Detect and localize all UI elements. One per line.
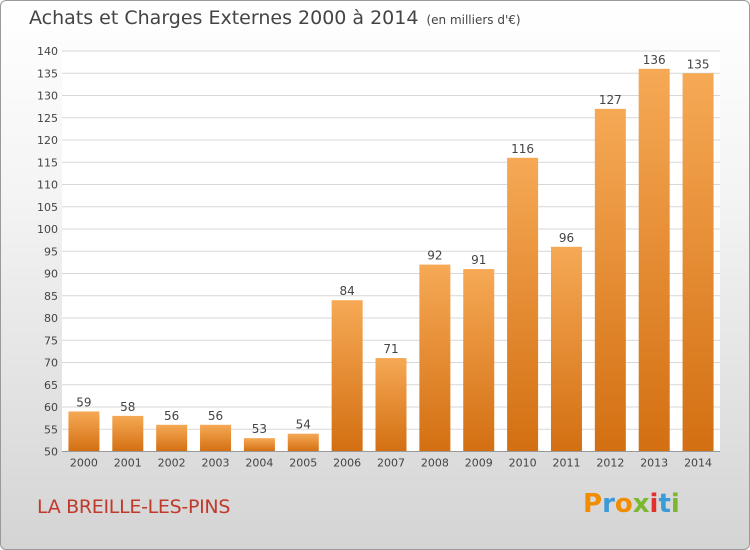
x-tick-label: 2014 — [684, 457, 712, 470]
y-tick-label: 140 — [37, 45, 58, 58]
city-name: LA BREILLE-LES-PINS — [37, 496, 231, 518]
x-tick-label: 2013 — [640, 457, 668, 470]
x-tick-label: 2005 — [289, 457, 317, 470]
logo-letter: i — [649, 489, 659, 519]
value-label: 59 — [76, 395, 91, 409]
value-label: 92 — [427, 249, 442, 263]
bar-2010[interactable] — [507, 157, 539, 452]
bar-2005[interactable] — [287, 433, 319, 452]
y-tick-label: 90 — [44, 268, 58, 281]
title-text: Achats et Charges Externes 2000 à 2014 — [29, 7, 419, 29]
y-tick-label: 95 — [44, 245, 58, 258]
value-label: 96 — [559, 231, 574, 245]
value-label: 116 — [511, 142, 534, 156]
value-label: 56 — [164, 409, 179, 423]
logo-letter: r — [602, 489, 615, 519]
value-label: 84 — [339, 284, 354, 298]
x-tick-label: 2011 — [552, 457, 580, 470]
y-tick-label: 60 — [44, 401, 58, 414]
bar-2009[interactable] — [463, 269, 495, 452]
y-tick-label: 65 — [44, 379, 58, 392]
unit-label: (en milliers d'€) — [426, 13, 521, 27]
value-label: 91 — [471, 253, 486, 267]
bar-2003[interactable] — [200, 424, 232, 452]
value-label: 127 — [599, 93, 622, 107]
y-tick-label: 80 — [44, 312, 58, 325]
x-tick-label: 2004 — [245, 457, 273, 470]
value-label: 54 — [296, 418, 311, 432]
x-tick-label: 2012 — [596, 457, 624, 470]
y-tick-label: 55 — [44, 423, 58, 436]
y-tick-label: 130 — [37, 90, 58, 103]
y-tick-label: 125 — [37, 112, 58, 125]
bar-2011[interactable] — [550, 246, 582, 452]
y-tick-label: 100 — [37, 223, 58, 236]
y-tick-label: 75 — [44, 334, 58, 347]
value-label: 135 — [687, 57, 710, 71]
bar-2012[interactable] — [594, 108, 626, 452]
y-tick-label: 135 — [37, 67, 58, 80]
chart-title: Achats et Charges Externes 2000 à 2014 (e… — [29, 7, 521, 29]
y-tick-label: 105 — [37, 201, 58, 214]
x-tick-label: 2006 — [333, 457, 361, 470]
x-tick-label: 2001 — [114, 457, 142, 470]
y-tick-label: 70 — [44, 357, 58, 370]
proxiti-logo[interactable]: Proxiti — [583, 489, 680, 519]
bar-2006[interactable] — [331, 300, 363, 452]
value-label: 58 — [120, 400, 135, 414]
y-axis-labels: 50 55 60 65 70 75 80 85 90 95 100 105 110 115 120 125 13… — [37, 45, 58, 459]
logo-letter: x — [632, 489, 650, 519]
y-tick-label: 120 — [37, 134, 58, 147]
x-tick-label: 2003 — [202, 457, 230, 470]
bar-2004[interactable] — [243, 438, 275, 452]
bar-2001[interactable] — [112, 415, 144, 452]
bar-2000[interactable] — [68, 411, 100, 452]
bar-2002[interactable] — [156, 424, 188, 452]
x-tick-label: 2009 — [465, 457, 493, 470]
x-tick-label: 2010 — [509, 457, 537, 470]
x-tick-label: 2002 — [158, 457, 186, 470]
value-label: 56 — [208, 409, 223, 423]
value-label: 53 — [252, 422, 267, 436]
bar-2008[interactable] — [419, 264, 451, 452]
y-tick-label: 85 — [44, 290, 58, 303]
y-tick-label: 50 — [44, 446, 58, 459]
bar-2013[interactable] — [638, 68, 670, 452]
x-tick-label: 2000 — [70, 457, 98, 470]
logo-letter: i — [670, 489, 680, 519]
y-tick-label: 110 — [37, 179, 58, 192]
bar-2007[interactable] — [375, 358, 407, 452]
y-tick-label: 115 — [37, 156, 58, 169]
x-tick-label: 2007 — [377, 457, 405, 470]
value-label: 71 — [383, 342, 398, 356]
x-axis-labels: 2000 2001 2002 2003 2004 2005 2006 2007 2008 2009… — [70, 457, 712, 470]
x-tick-label: 2008 — [421, 457, 449, 470]
logo-letter: P — [583, 489, 603, 519]
bars-group: 59 58 56 56 53 54 84 71 92 91 116 96 127 136 135 — [68, 53, 714, 452]
bar-2014[interactable] — [682, 73, 714, 452]
logo-letter: o — [614, 489, 633, 519]
value-label: 136 — [643, 53, 666, 67]
logo-letter: t — [658, 489, 671, 519]
